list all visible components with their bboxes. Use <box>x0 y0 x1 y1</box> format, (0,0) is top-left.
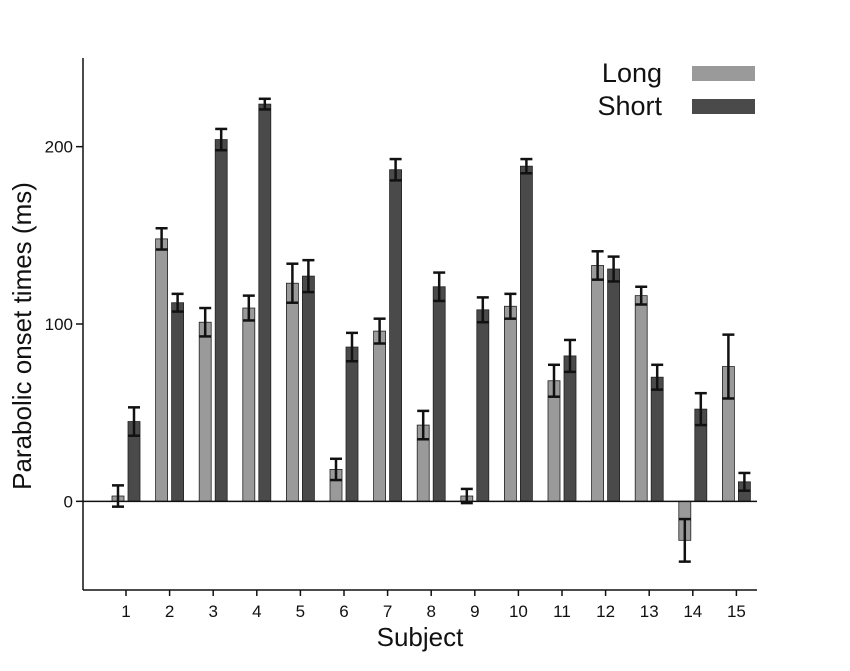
legend-label-short: Short <box>597 91 662 121</box>
bar-short-2 <box>171 302 185 502</box>
error-bar-short-10 <box>520 157 533 175</box>
error-bar-long-11 <box>548 363 560 398</box>
x-tick-label-13: 13 <box>640 602 659 621</box>
bar-long-13 <box>634 295 648 502</box>
error-bar-short-1 <box>128 406 140 437</box>
legend-label-long: Long <box>602 58 662 88</box>
bar-long-2 <box>155 238 169 502</box>
x-tick-label-4: 4 <box>252 602 261 621</box>
x-tick-label-1: 1 <box>121 602 130 621</box>
error-bar-short-8 <box>433 271 446 303</box>
y-tick-label-100: 100 <box>45 315 73 334</box>
x-tick-label-5: 5 <box>296 602 305 621</box>
error-bar-long-4 <box>242 294 255 322</box>
y-tick-label-200: 200 <box>45 138 73 157</box>
x-tick-label-10: 10 <box>509 602 528 621</box>
legend-swatch-long <box>692 66 755 81</box>
error-bar-short-7 <box>389 157 402 182</box>
error-bar-short-4 <box>258 97 271 111</box>
error-bar-long-3 <box>199 306 212 338</box>
x-tick-label-2: 2 <box>165 602 174 621</box>
error-bar-long-2 <box>155 226 168 251</box>
x-tick-label-7: 7 <box>383 602 392 621</box>
error-bar-short-2 <box>171 292 184 313</box>
bar-long-5 <box>285 282 299 502</box>
bar-short-5 <box>301 275 315 502</box>
bar-long-10 <box>503 305 517 502</box>
bar-short-6 <box>345 346 359 502</box>
bar-short-9 <box>476 309 490 502</box>
error-bar-short-15 <box>738 471 751 492</box>
x-tick-label-6: 6 <box>339 602 348 621</box>
error-bar-short-13 <box>651 363 664 391</box>
error-bar-long-7 <box>373 317 386 345</box>
error-bar-long-13 <box>635 285 648 306</box>
error-bar-long-6 <box>330 457 342 482</box>
error-bar-short-6 <box>346 331 358 363</box>
legend-swatch-short <box>692 99 755 114</box>
bar-short-12 <box>607 268 620 502</box>
bar-long-4 <box>242 307 256 502</box>
bar-short-3 <box>214 139 228 502</box>
bar-short-4 <box>258 103 272 502</box>
error-bar-long-10 <box>504 292 517 320</box>
error-bar-short-11 <box>564 338 576 374</box>
x-tick-label-14: 14 <box>683 602 702 621</box>
error-bar-long-14 <box>678 517 691 563</box>
x-tick-label-12: 12 <box>596 602 615 621</box>
error-bar-short-3 <box>215 127 228 152</box>
error-bar-short-9 <box>476 296 489 324</box>
error-bars-layer <box>112 97 751 563</box>
x-tick-label-8: 8 <box>426 602 435 621</box>
error-bar-short-14 <box>694 391 707 427</box>
bar-long-12 <box>591 265 604 502</box>
bar-long-7 <box>373 330 387 502</box>
x-tick-label-9: 9 <box>470 602 479 621</box>
x-tick-label-11: 11 <box>553 602 571 621</box>
bar-short-10 <box>520 165 533 502</box>
x-tick-label-15: 15 <box>727 602 746 621</box>
y-axis-title: Parabolic onset times (ms) <box>7 182 37 490</box>
bar-long-11 <box>547 380 561 502</box>
bar-short-7 <box>389 169 403 502</box>
error-bar-long-5 <box>286 262 299 304</box>
bar-long-3 <box>198 321 212 502</box>
bar-short-8 <box>432 286 446 502</box>
x-tick-label-3: 3 <box>208 602 217 621</box>
x-axis-title: Subject <box>377 622 464 652</box>
error-bar-short-5 <box>302 258 315 294</box>
legend: Long Short <box>597 58 755 121</box>
error-bar-long-8 <box>417 409 430 441</box>
error-bar-short-12 <box>607 255 620 283</box>
axes-layer <box>82 58 757 591</box>
bar-short-11 <box>563 355 577 502</box>
error-bar-long-12 <box>591 250 604 281</box>
bars-layer <box>111 103 751 541</box>
error-bar-long-15 <box>722 333 735 400</box>
bar-short-13 <box>650 376 664 502</box>
error-bar-long-1 <box>112 484 124 508</box>
y-tick-label-0: 0 <box>64 492 73 511</box>
